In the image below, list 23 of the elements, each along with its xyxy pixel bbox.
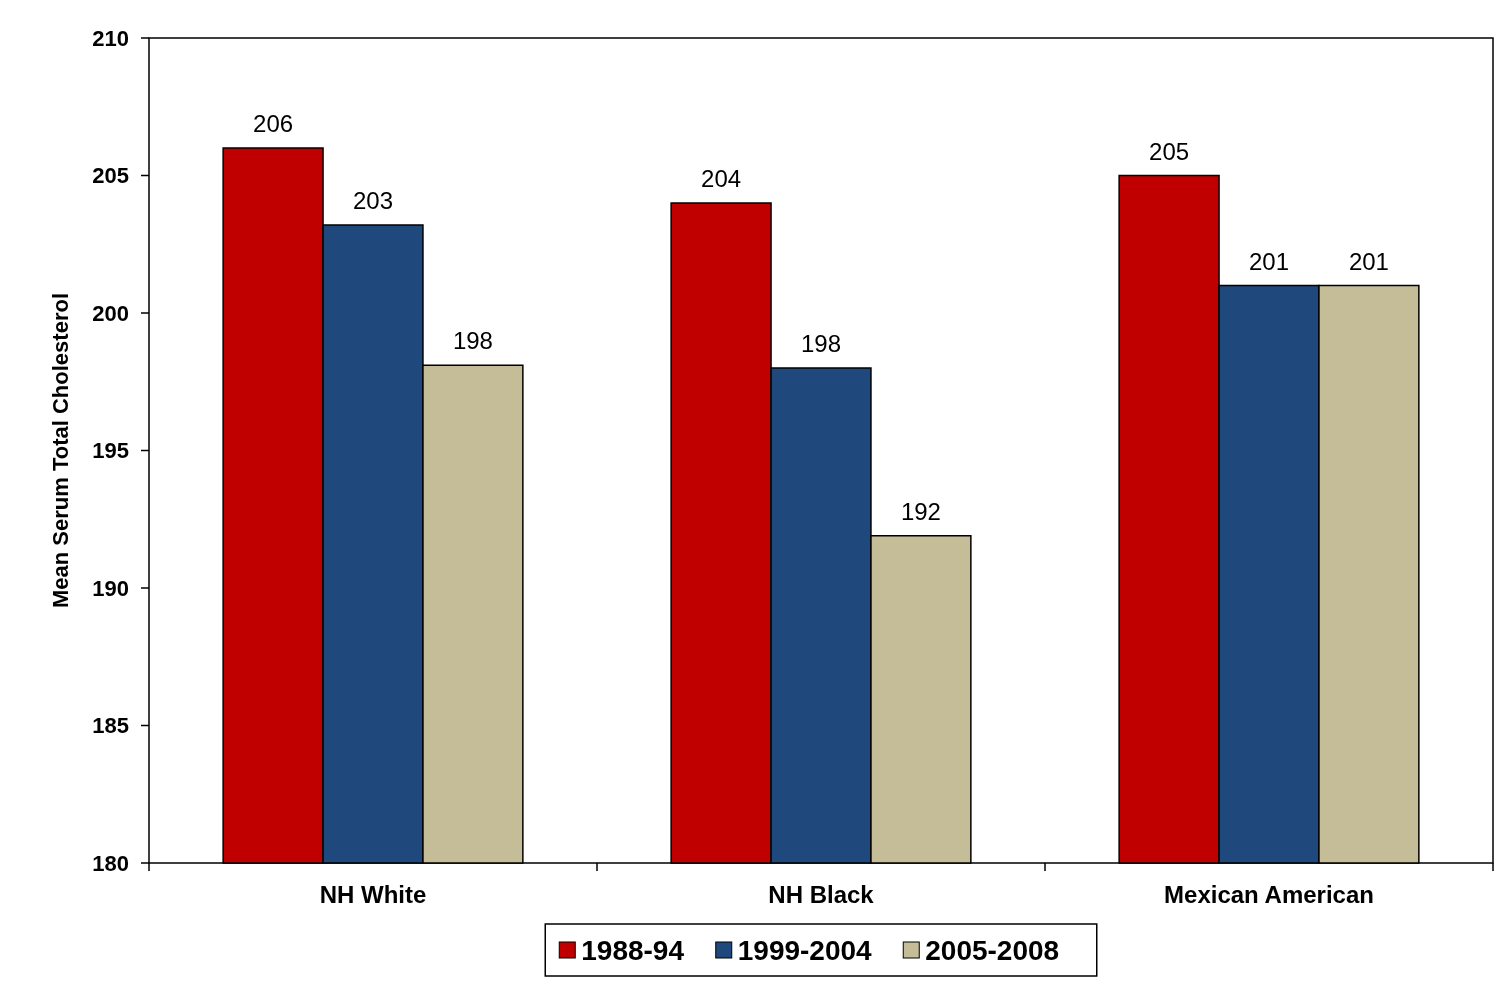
y-tick-label: 190	[92, 575, 129, 601]
data-label: 201	[1348, 247, 1389, 275]
data-label: 206	[253, 110, 294, 137]
y-tick-label: 210	[92, 25, 129, 51]
legend-label: 1999-2004	[737, 934, 873, 966]
y-tick-label: 195	[92, 438, 129, 464]
data-label: 198	[452, 327, 493, 355]
y-axis-title: Mean Serum Total Cholesterol	[48, 293, 73, 608]
y-tick-label: 185	[92, 713, 129, 739]
data-label: 192	[900, 497, 941, 525]
legend-label: 2005-2008	[925, 934, 1060, 966]
y-tick-label: 200	[92, 300, 129, 326]
x-tick-label: NH Black	[768, 881, 875, 908]
data-label: 203	[352, 187, 394, 214]
data-label: 198	[800, 330, 842, 357]
y-tick-label: 180	[92, 850, 129, 876]
data-label: 201	[1248, 247, 1290, 275]
x-tick-label: NH White	[319, 881, 427, 908]
legend-label: 1988-94	[581, 934, 685, 966]
y-tick-label: 205	[92, 163, 129, 189]
data-label: 204	[701, 165, 742, 192]
x-tick-label: Mexican American	[1164, 881, 1374, 908]
data-label: 205	[1149, 137, 1190, 165]
